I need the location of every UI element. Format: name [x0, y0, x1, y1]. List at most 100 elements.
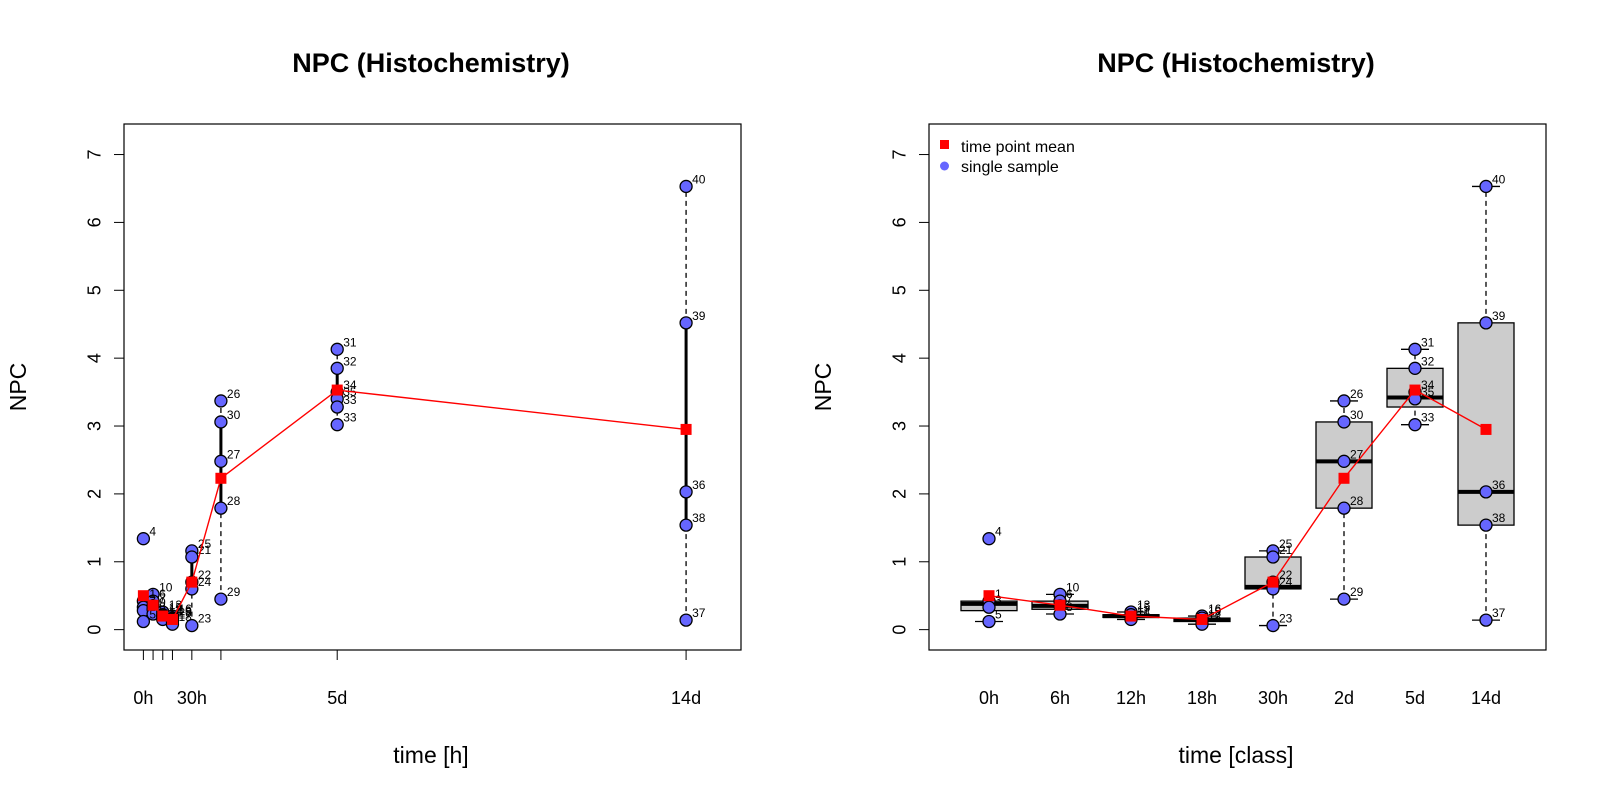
left-plot-frame — [123, 123, 742, 651]
right-plot-sample-point — [1337, 454, 1351, 468]
right-plot-title: NPC (Histochemistry) — [1097, 48, 1375, 78]
left-plot-mean-marker — [186, 576, 198, 588]
left-plot-sample-label: 4 — [149, 525, 156, 539]
right-plot-sample-label: 34 — [1421, 378, 1435, 392]
left-plot-sample-label: 34 — [343, 378, 357, 392]
right-plot-x-tick-label: 18h — [1187, 688, 1217, 708]
left-plot-sample-label: 30 — [227, 408, 241, 422]
left-plot-title: NPC (Histochemistry) — [292, 48, 570, 78]
right-plot-y-tick-label: 6 — [890, 217, 910, 227]
left-plot-y-axis-label: NPC — [5, 363, 31, 412]
right-plot-outlier-point — [982, 532, 996, 546]
left-plot-sample-label: 18 — [178, 610, 192, 624]
legend: time point mean single sample — [940, 139, 1075, 176]
left-plot-sample-point — [214, 394, 228, 408]
right-plot-y-tick-label: 1 — [890, 557, 910, 567]
right-plot-sample-label: 28 — [1350, 494, 1364, 508]
right-plot-x-axis: 0h 6h 12h 18h 30h 2d 5d 14d — [979, 688, 1501, 708]
left-plot-sample-point — [330, 342, 344, 356]
right-plot-sample-label: 1 — [995, 587, 1002, 601]
left-plot-sample-label: 22 — [198, 568, 212, 582]
right-plot-sample-label: 3 — [995, 593, 1002, 607]
left-plot-sample-point — [679, 613, 693, 627]
left-plot-sample-point — [330, 418, 344, 432]
left-plot-sample-label: 32 — [343, 354, 357, 368]
right-plot-sample-label: 23 — [1279, 612, 1293, 626]
left-plot-y-tick-label: 4 — [85, 353, 105, 363]
left-plot-data: 4132510679813151211141619201718252122242… — [136, 172, 706, 633]
right-plot-sample-label: 5 — [995, 607, 1002, 621]
right-plot-mean-marker — [983, 590, 995, 602]
left-plot-mean-marker — [215, 472, 227, 484]
left-plot-sample-label: 1 — [149, 587, 156, 601]
right-plot-sample-label: 15 — [1137, 601, 1151, 615]
left-plot-sample-label: 33 — [343, 411, 357, 425]
right-plot-y-tick-label: 5 — [890, 285, 910, 295]
left-plot-x-axis: 0h 30h 5d 14d — [133, 649, 701, 708]
left-plot-sample-label: 36 — [692, 478, 706, 492]
right-plot-sample-label: 33 — [1421, 411, 1435, 425]
right-plot-x-tick-label: 2d — [1334, 688, 1354, 708]
right-plot-x-tick-label: 6h — [1050, 688, 1070, 708]
left-plot-mean-marker — [166, 613, 178, 625]
right-plot-mean-marker — [1480, 423, 1492, 435]
left-plot-sample-label: 39 — [692, 309, 706, 323]
left-plot-sample-label: 26 — [227, 387, 241, 401]
right-plot-y-tick-label: 2 — [890, 489, 910, 499]
left-plot-sample-label: 20 — [178, 605, 192, 619]
left-plot-sample-point — [214, 501, 228, 515]
left-plot-sample-label: 9 — [159, 595, 166, 609]
left-plot-panel: NPC (Histochemistry) time [h] NPC 012345… — [5, 48, 742, 768]
right-plot-sample-label: 26 — [1350, 387, 1364, 401]
right-plot-sample-label: 13 — [1137, 598, 1151, 612]
right-plot-sample-point — [1408, 342, 1422, 356]
left-plot-sample-label: 17 — [178, 607, 192, 621]
left-plot-sample-label: 29 — [227, 585, 241, 599]
right-plot-sample-label: 24 — [1279, 575, 1293, 589]
left-plot-sample-label: 23 — [198, 612, 212, 626]
left-plot-sample-point — [330, 400, 344, 414]
left-plot-sample-point — [679, 485, 693, 499]
left-plot-sample-label: 24 — [198, 575, 212, 589]
left-plot-x-tick-label: 30h — [177, 688, 207, 708]
right-plot-x-axis-label: time [class] — [1178, 742, 1293, 768]
right-plot-y-axis: 0 1 2 3 4 5 6 7 — [890, 150, 930, 635]
legend-sample-marker — [940, 161, 949, 171]
left-plot-sample-point — [679, 518, 693, 532]
right-plot-sample-label: 37 — [1492, 606, 1506, 620]
left-plot-mean-marker — [331, 384, 343, 396]
left-plot-x-axis-label: time [h] — [393, 742, 468, 768]
right-plot-sample-label: 39 — [1492, 309, 1506, 323]
left-plot-sample-label: 40 — [692, 172, 706, 186]
right-plot-sample-point — [1337, 501, 1351, 515]
right-plot-sample-point — [1337, 415, 1351, 429]
right-plot-sample-point — [1337, 592, 1351, 606]
right-plot-sample-point — [1337, 394, 1351, 408]
right-plot-sample-point — [1479, 613, 1493, 627]
right-plot-x-tick-label: 30h — [1258, 688, 1288, 708]
left-plot-sample-point — [214, 454, 228, 468]
left-plot-sample-point — [185, 550, 199, 564]
right-plot-mean-marker — [1267, 576, 1279, 588]
left-plot-sample-point — [136, 614, 151, 629]
legend-mean-marker — [940, 140, 949, 149]
right-plot-sample-label: 27 — [1350, 447, 1364, 461]
left-plot-sample-label: 5 — [149, 607, 156, 621]
right-plot-mean-marker — [1125, 610, 1137, 622]
left-plot-y-tick-label: 3 — [85, 421, 105, 431]
right-plot-sample-point — [1266, 618, 1280, 633]
left-plot-mean-marker — [680, 423, 692, 435]
left-plot-sample-label: 19 — [178, 604, 192, 618]
right-plot-y-tick-label: 4 — [890, 353, 910, 363]
right-plot-mean-marker — [1409, 384, 1421, 396]
left-plot-y-tick-label: 5 — [85, 285, 105, 295]
left-plot-sample-label: 10 — [159, 580, 173, 594]
left-plot-sample-point — [214, 592, 228, 606]
right-plot-sample-point — [1408, 418, 1422, 432]
left-plot-sample-label: 28 — [227, 494, 241, 508]
right-plot-x-tick-label: 14d — [1471, 688, 1501, 708]
left-plot-sample-point — [330, 361, 344, 375]
right-plot-sample-label: 36 — [1492, 478, 1506, 492]
right-plot-x-tick-label: 5d — [1405, 688, 1425, 708]
